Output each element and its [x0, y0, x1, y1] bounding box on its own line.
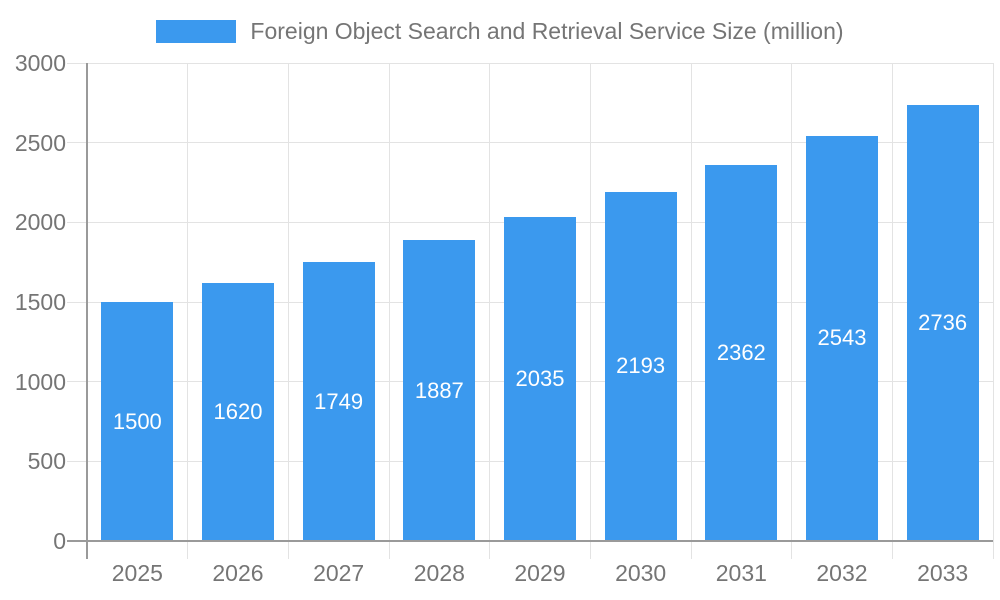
legend[interactable]: Foreign Object Search and Retrieval Serv… — [0, 18, 1000, 45]
bar[interactable]: 2362 — [705, 164, 778, 541]
y-axis-label: 1000 — [14, 368, 66, 395]
bar-value-label: 1749 — [314, 388, 364, 414]
bar-value-label: 1887 — [414, 377, 464, 403]
y-axis-label: 500 — [27, 448, 66, 475]
bar[interactable]: 1749 — [302, 262, 375, 541]
gridline-vertical — [287, 63, 289, 559]
bar[interactable]: 2736 — [906, 105, 979, 541]
x-axis-label: 2029 — [514, 560, 566, 586]
legend-swatch — [156, 20, 237, 43]
x-axis-label: 2025 — [111, 560, 163, 586]
bar-value-label: 2035 — [515, 365, 565, 391]
legend-label: Foreign Object Search and Retrieval Serv… — [250, 18, 844, 44]
plot-area: 0 500 1000 1500 2000 2500 3000 1500 2025 1620 2026… — [15, 50, 994, 586]
bar-value-label: 2362 — [716, 339, 766, 365]
x-axis-label: 2033 — [917, 560, 969, 586]
bar-value-label: 2543 — [817, 325, 867, 351]
bar[interactable]: 1500 — [101, 302, 174, 541]
x-axis-label: 2032 — [816, 560, 868, 586]
gridline-horizontal — [67, 142, 993, 144]
gridline-vertical — [791, 63, 793, 559]
x-axis-label: 2030 — [615, 560, 667, 586]
y-axis-label: 2500 — [14, 129, 66, 156]
y-axis-label: 0 — [53, 528, 66, 554]
gridline-horizontal — [67, 62, 993, 64]
x-axis-label: 2027 — [313, 560, 365, 586]
gridline-vertical — [489, 63, 491, 559]
gridline-vertical — [891, 63, 893, 559]
bar-value-label: 2736 — [918, 310, 968, 336]
y-axis-label: 2000 — [14, 209, 66, 236]
bar[interactable]: 2035 — [504, 216, 576, 541]
bar[interactable]: 1887 — [403, 240, 476, 541]
x-axis-label: 2031 — [715, 560, 767, 586]
y-axis-label: 3000 — [14, 50, 66, 76]
gridline-vertical — [388, 63, 390, 559]
bar[interactable]: 2193 — [604, 191, 677, 541]
bar-value-label: 1620 — [213, 398, 263, 424]
y-axis-label: 1500 — [14, 289, 66, 315]
bar-value-label: 1500 — [112, 408, 162, 434]
gridline-vertical — [187, 63, 189, 559]
x-axis-line — [67, 540, 993, 542]
bar[interactable]: 1620 — [202, 282, 274, 541]
bar[interactable]: 2543 — [806, 135, 878, 541]
bar-value-label: 2193 — [616, 353, 666, 379]
x-axis-label: 2028 — [413, 560, 465, 586]
y-axis-line — [86, 63, 88, 559]
x-axis-label: 2026 — [212, 560, 264, 586]
gridline-vertical — [589, 63, 591, 559]
gridline-vertical — [690, 63, 692, 559]
gridline-vertical — [992, 63, 994, 559]
